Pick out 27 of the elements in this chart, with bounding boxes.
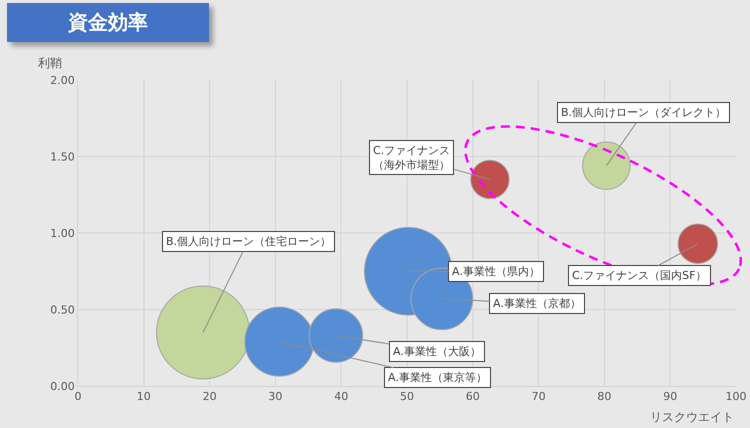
chart-title: 資金効率	[7, 3, 209, 42]
y-tick-label: 1.00	[50, 226, 75, 240]
x-axis-title: リスクウエイト	[650, 410, 734, 424]
annotation: B.個人向けローン（住宅ローン）	[166, 235, 332, 248]
annotation: A.事業性（県内）	[452, 265, 540, 278]
annotation: C.ファイナンス（海外市場型）	[373, 144, 450, 172]
x-tick-label: 0	[74, 390, 82, 404]
x-tick-label: 90	[663, 390, 678, 404]
annotation: A.事業性（京都）	[493, 297, 581, 310]
annotation: A.事業性（大阪）	[393, 345, 481, 358]
x-tick-label: 40	[334, 390, 348, 404]
annotation: B.個人向けローン（ダイレクト）	[561, 106, 726, 119]
x-tick-label: 70	[532, 390, 546, 404]
annotation: C.ファイナンス（国内SF）	[572, 269, 706, 282]
x-tick-label: 100	[726, 390, 746, 404]
y-tick-label: 0.00	[50, 380, 75, 393]
y-tick-label: 0.50	[50, 303, 75, 316]
x-tick-label: 30	[268, 390, 282, 404]
x-tick-label: 10	[136, 390, 151, 404]
y-tick-label: 1.50	[50, 150, 75, 164]
x-tick-label: 80	[597, 390, 612, 404]
y-tick-label: 2.00	[50, 74, 75, 87]
x-tick-label: 20	[202, 390, 217, 404]
y-axis-title: 利鞘	[38, 56, 62, 70]
x-tick-label: 50	[400, 390, 414, 404]
annotation: A.事業性（東京等）	[388, 371, 487, 384]
x-tick-label: 60	[466, 390, 480, 404]
